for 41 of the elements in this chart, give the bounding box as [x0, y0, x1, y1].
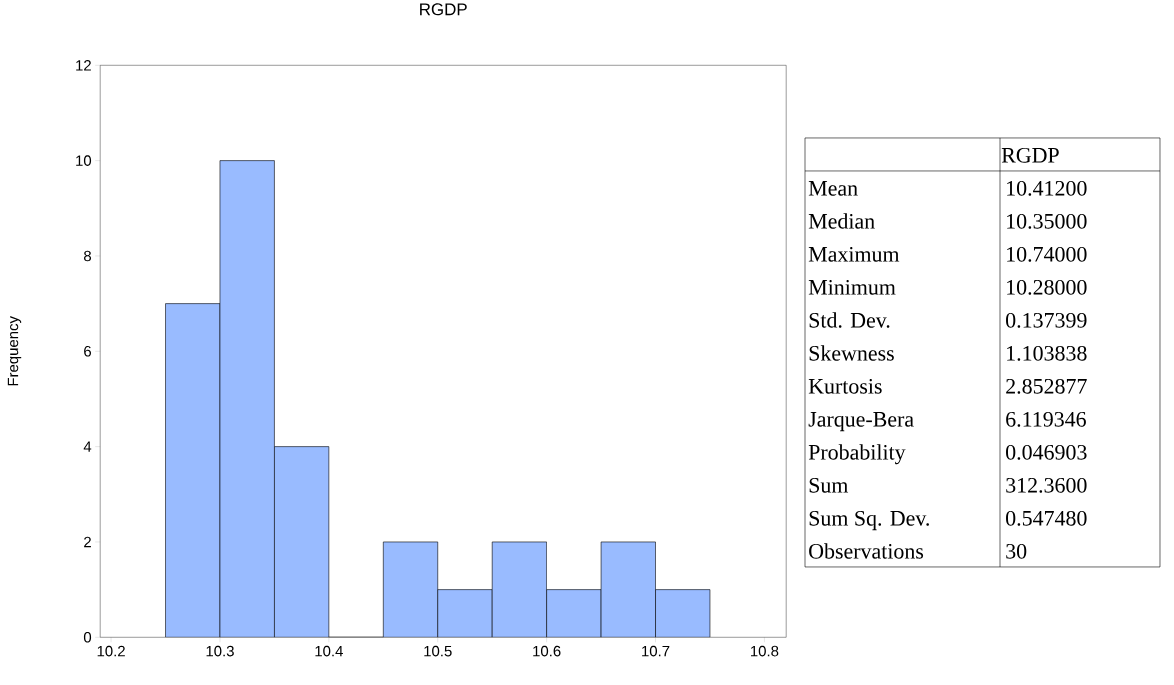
y-tick-label: 8 [84, 250, 92, 262]
text: 0.137399 [1006, 312, 1087, 328]
x-tick-label: 10.3 [206, 645, 234, 657]
text: 0.547480 [1006, 510, 1087, 526]
category-label: Std. Dev. [809, 312, 890, 328]
x-tick-label: 10.2 [97, 645, 125, 657]
category-label: Skewness [809, 345, 894, 361]
chart-title: RGDP [420, 3, 467, 16]
y-tick-label: 12 [76, 60, 91, 71]
category-label: Sum [809, 477, 849, 493]
category-label: Sum Sq. Dev. [809, 510, 929, 531]
text: 6.119346 [1006, 411, 1086, 427]
text: 10.35000 [1007, 213, 1087, 229]
x-tick-label: 10.5 [424, 645, 452, 657]
y-tick-label: 2 [84, 536, 91, 548]
text: 2.852877 [1006, 378, 1087, 394]
x-tick-label: 10.4 [315, 645, 343, 657]
y-tick-label: 0 [83, 632, 92, 643]
text: 0.046903 [1006, 444, 1087, 460]
text: 10.74000 [1007, 246, 1087, 262]
text: 10.41200 [1007, 180, 1087, 196]
y-tick-label: 4 [83, 441, 92, 452]
category-label: Kurtosis [808, 378, 882, 394]
category-label: Jarque-Bera [808, 412, 914, 432]
category-label: Maximum [808, 246, 900, 262]
category-label: Minimum [808, 279, 896, 295]
text: 30 [1006, 543, 1027, 559]
x-tick-label: 10.8 [751, 645, 779, 657]
category-label: Probability [808, 444, 906, 465]
x-tick-label: 10.6 [533, 645, 561, 657]
text: 312.3600 [1006, 477, 1087, 493]
category-label: Median [808, 213, 875, 229]
y-axis-title: Frequency [7, 316, 22, 386]
text: RGDP [1001, 147, 1059, 163]
y-tick-label: 10 [76, 155, 92, 166]
category-label: Mean [808, 181, 858, 196]
text: 1.103838 [1007, 345, 1087, 361]
x-tick-label: 10.7 [642, 645, 670, 657]
text: 10.28000 [1007, 279, 1087, 295]
category-label: Observations [809, 543, 924, 559]
y-tick-label: 6 [84, 346, 92, 357]
